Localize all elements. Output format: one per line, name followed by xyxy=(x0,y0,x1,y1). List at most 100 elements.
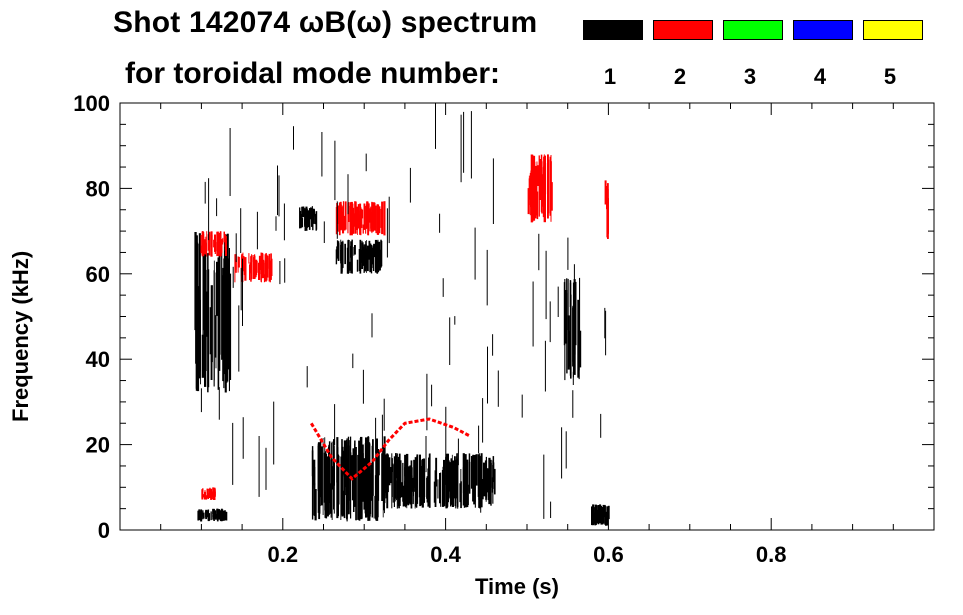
spectral-streak xyxy=(214,492,216,497)
spectral-streak xyxy=(564,279,566,381)
spectral-streak xyxy=(208,178,210,241)
spectral-streak xyxy=(343,440,346,477)
spectral-streak xyxy=(408,470,411,504)
spectral-streak xyxy=(261,253,264,276)
x-axis-label: Time (s) xyxy=(475,574,559,599)
spectral-streak xyxy=(479,455,481,491)
spectral-streak xyxy=(434,470,437,507)
spectral-streak xyxy=(265,254,268,281)
y-tick-label: 0 xyxy=(98,518,110,543)
spectral-streak xyxy=(388,457,391,486)
spectral-streak xyxy=(209,487,211,494)
spectral-streak xyxy=(202,231,204,245)
spectral-streak xyxy=(480,456,483,494)
spectral-streak xyxy=(391,453,393,509)
spectral-streak xyxy=(373,495,375,519)
spectral-streak xyxy=(579,277,581,355)
spectral-streak xyxy=(206,231,208,257)
spectral-streak xyxy=(487,468,489,493)
spectral-streak xyxy=(407,466,410,494)
spectral-streak xyxy=(549,301,551,343)
spectral-streak xyxy=(536,165,540,186)
spectral-streak xyxy=(255,259,258,276)
spectral-streak xyxy=(350,203,353,228)
spectral-streak xyxy=(350,455,353,477)
spectral-streak xyxy=(541,161,543,207)
mode-2-region xyxy=(604,180,609,239)
spectral-streak xyxy=(457,438,459,466)
spectral-streak xyxy=(212,509,214,517)
spectral-streak xyxy=(347,445,350,515)
spectral-streak xyxy=(222,509,224,520)
spectral-streak xyxy=(451,458,453,505)
spectral-streak xyxy=(305,209,307,225)
spectral-streak xyxy=(375,250,377,269)
spectral-streak xyxy=(242,258,243,326)
spectral-streak xyxy=(225,240,227,255)
spectral-streak xyxy=(486,249,488,306)
spectral-streak xyxy=(538,155,540,217)
spectral-streak xyxy=(557,286,559,317)
spectral-streak xyxy=(224,234,227,393)
spectral-streak xyxy=(345,459,347,496)
spectral-streak xyxy=(369,243,372,273)
spectral-streak xyxy=(604,307,606,339)
spectral-streak xyxy=(349,469,351,514)
spectral-streak xyxy=(224,233,226,251)
spectral-streak xyxy=(372,209,374,218)
spectral-streak xyxy=(336,240,339,251)
spectral-streak xyxy=(310,207,312,220)
spectral-streak xyxy=(596,509,599,523)
spectral-streak xyxy=(435,103,436,149)
spectral-streak xyxy=(353,213,355,227)
spectral-streak xyxy=(350,241,352,274)
spectral-streak xyxy=(483,462,486,497)
spectral-streak xyxy=(318,469,321,520)
spectral-streak xyxy=(347,202,349,234)
spectral-streak xyxy=(363,244,365,267)
spectral-streak xyxy=(399,464,401,506)
spectral-streak xyxy=(492,460,494,504)
spectral-streak xyxy=(258,436,260,497)
spectral-streak xyxy=(431,384,433,407)
spectral-streak xyxy=(439,473,441,504)
spectral-streak xyxy=(353,474,355,512)
spectral-streak xyxy=(198,233,201,372)
spectral-streak xyxy=(478,425,480,454)
spectral-streak xyxy=(270,253,272,280)
spectral-streak xyxy=(594,512,596,526)
spectral-streak xyxy=(492,158,494,224)
spectral-streak xyxy=(443,466,445,501)
mode-2-region xyxy=(527,154,553,223)
mode-2-region xyxy=(234,252,273,283)
spectral-streak xyxy=(316,211,318,230)
mode-2-chirp xyxy=(310,417,471,481)
spectral-streak xyxy=(494,468,496,495)
spectral-streak xyxy=(227,258,230,370)
spectral-streak xyxy=(321,132,323,177)
legend-swatch-mode-3 xyxy=(723,20,783,40)
spectral-streak xyxy=(606,192,608,236)
spectral-streak xyxy=(366,245,369,272)
spectral-streak xyxy=(394,461,395,506)
spectral-streak xyxy=(464,454,467,508)
spectral-streak xyxy=(445,406,447,458)
spectral-streak xyxy=(333,449,335,507)
spectral-streak xyxy=(544,340,546,392)
spectral-streak xyxy=(314,489,317,521)
spectral-streak xyxy=(308,208,311,230)
spectral-streak xyxy=(376,242,379,270)
spectral-streak xyxy=(344,201,347,230)
spectral-streak xyxy=(445,454,448,508)
spectral-streak xyxy=(538,233,540,271)
spectral-streak xyxy=(478,464,480,494)
x-tick-label: 0.8 xyxy=(756,542,787,567)
spectral-streak xyxy=(206,488,209,499)
spectral-streak xyxy=(229,128,231,196)
spectral-streak xyxy=(418,454,421,498)
spectral-streak xyxy=(360,207,362,236)
spectral-streak xyxy=(353,246,355,256)
x-tick-label: 0.4 xyxy=(430,542,461,567)
spectral-streak xyxy=(237,256,240,268)
legend-label-mode-3: 3 xyxy=(743,64,757,89)
